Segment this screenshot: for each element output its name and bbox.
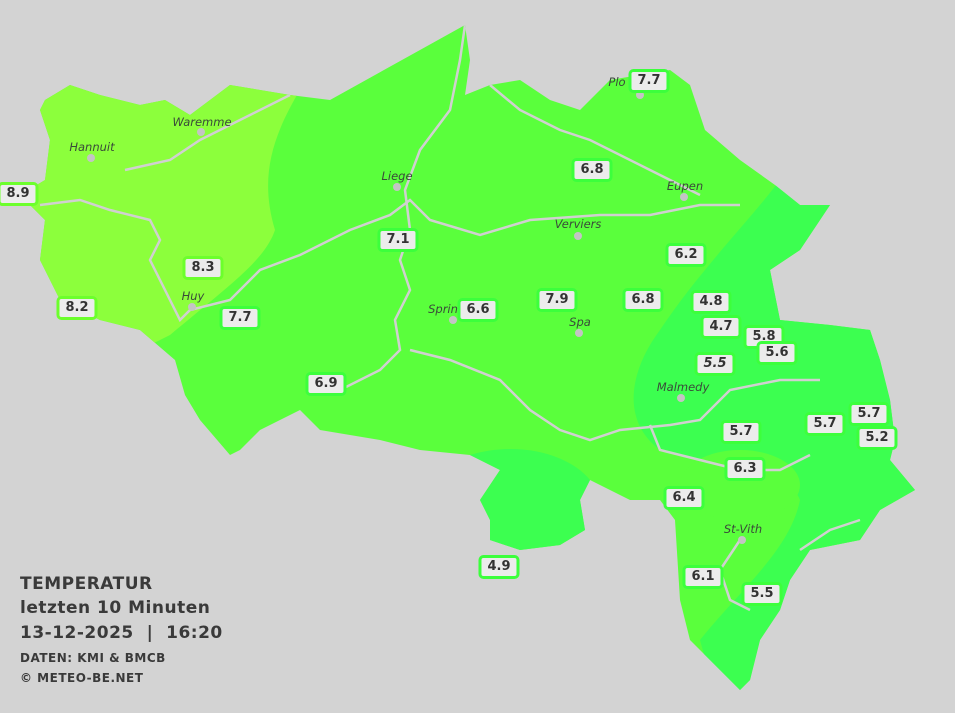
city-dot bbox=[680, 193, 688, 201]
city-label-liege: Liege bbox=[381, 169, 413, 183]
city-label-malmedy: Malmedy bbox=[656, 380, 710, 394]
city-dot bbox=[197, 128, 205, 136]
station-temperature[interactable]: 5.5 bbox=[694, 352, 736, 376]
map-legend: TEMPERATUR letzten 10 Minuten 13-12-2025… bbox=[20, 572, 223, 688]
legend-period: letzten 10 Minuten bbox=[20, 598, 211, 618]
city-label-st-vith: St-Vith bbox=[723, 522, 763, 536]
station-temperature[interactable]: 4.9 bbox=[478, 555, 520, 579]
station-temperature[interactable]: 6.2 bbox=[665, 243, 707, 267]
city-label-spa: Spa bbox=[569, 315, 591, 329]
station-temperature[interactable]: 5.5 bbox=[741, 582, 783, 606]
city-dot bbox=[393, 183, 401, 191]
station-temperature[interactable]: 5.6 bbox=[756, 341, 798, 365]
legend-source: DATEN: KMI & BMCB bbox=[20, 651, 166, 665]
station-temperature[interactable]: 4.8 bbox=[690, 290, 732, 314]
station-temperature[interactable]: 6.8 bbox=[571, 158, 613, 182]
station-temperature[interactable]: 8.2 bbox=[56, 296, 98, 320]
station-temperature[interactable]: 5.7 bbox=[804, 412, 846, 436]
station-temperature[interactable]: 5.7 bbox=[848, 402, 890, 426]
city-dot bbox=[738, 536, 746, 544]
city-dot bbox=[636, 91, 644, 99]
station-temperature[interactable]: 6.8 bbox=[622, 288, 664, 312]
city-label-eupen: Eupen bbox=[666, 179, 704, 193]
city-label-hannuit: Hannuit bbox=[69, 140, 115, 154]
station-temperature[interactable]: 8.3 bbox=[182, 256, 224, 280]
city-dot bbox=[87, 154, 95, 162]
city-label-huy: Huy bbox=[181, 289, 205, 303]
station-temperature[interactable]: 5.2 bbox=[856, 426, 898, 450]
station-temperature[interactable]: 6.6 bbox=[457, 298, 499, 322]
station-temperature[interactable]: 6.4 bbox=[663, 486, 705, 510]
city-dot bbox=[449, 316, 457, 324]
station-temperature[interactable]: 7.1 bbox=[377, 228, 419, 252]
city-dot bbox=[574, 232, 582, 240]
station-temperature[interactable]: 6.1 bbox=[682, 565, 724, 589]
station-temperature[interactable]: 7.9 bbox=[536, 288, 578, 312]
city-dot bbox=[188, 303, 196, 311]
city-label-waremme: Waremme bbox=[172, 115, 232, 129]
rivers bbox=[39, 25, 861, 612]
city-dot bbox=[677, 394, 685, 402]
station-temperature[interactable]: 5.7 bbox=[720, 420, 762, 444]
station-temperature[interactable]: 8.9 bbox=[0, 182, 39, 206]
legend-copyright: © METEO-BE.NET bbox=[20, 671, 144, 685]
city-dot bbox=[575, 329, 583, 337]
station-temperature[interactable]: 7.7 bbox=[219, 306, 261, 330]
city-label-sprimont: Sprin bbox=[428, 302, 458, 316]
legend-datetime: 13-12-2025 | 16:20 bbox=[20, 623, 223, 643]
station-temperature[interactable]: 6.9 bbox=[305, 372, 347, 396]
city-label-plombieres: Plo bbox=[608, 75, 626, 89]
station-temperature[interactable]: 4.7 bbox=[700, 315, 742, 339]
legend-title: TEMPERATUR bbox=[20, 574, 153, 594]
mid-temperature-patch bbox=[680, 450, 800, 520]
city-label-verviers: Verviers bbox=[554, 217, 602, 231]
station-temperature[interactable]: 6.3 bbox=[724, 457, 766, 481]
cool-temperature-zone-south bbox=[470, 449, 590, 560]
station-temperature[interactable]: 7.7 bbox=[628, 69, 670, 93]
